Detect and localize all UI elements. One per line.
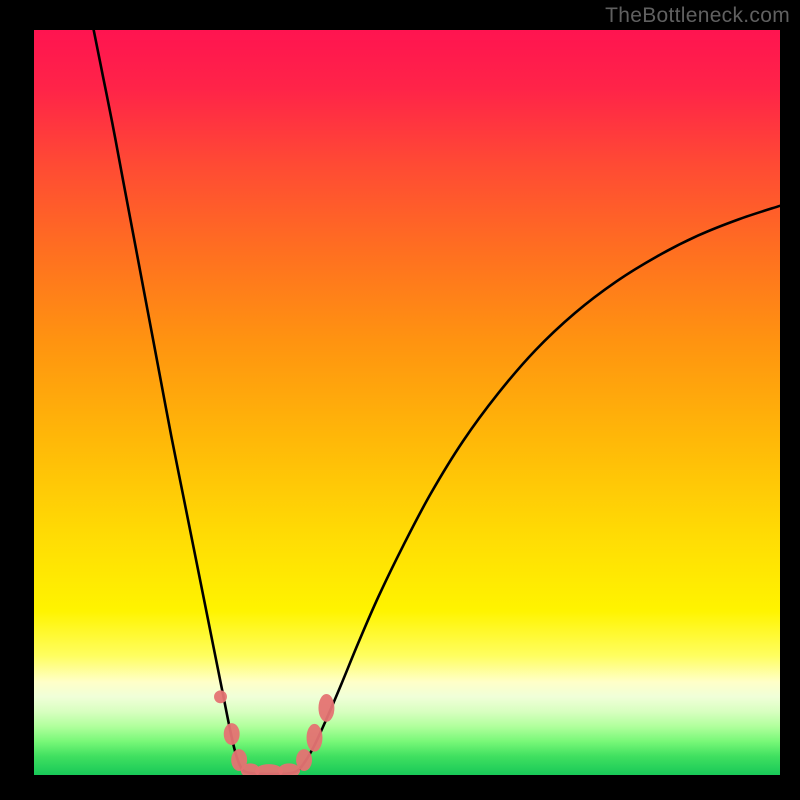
curve-layer xyxy=(34,30,780,775)
scatter-marker xyxy=(215,691,227,703)
watermark-text: TheBottleneck.com xyxy=(605,4,790,28)
plot-area xyxy=(34,30,780,775)
chart-stage: TheBottleneck.com xyxy=(0,0,800,800)
scatter-marker xyxy=(279,764,300,775)
scatter-marker xyxy=(297,750,312,771)
scatter-marker xyxy=(224,724,239,745)
scatter-marker xyxy=(319,695,334,722)
bottleneck-curve xyxy=(94,30,780,774)
scatter-marker xyxy=(307,724,322,751)
